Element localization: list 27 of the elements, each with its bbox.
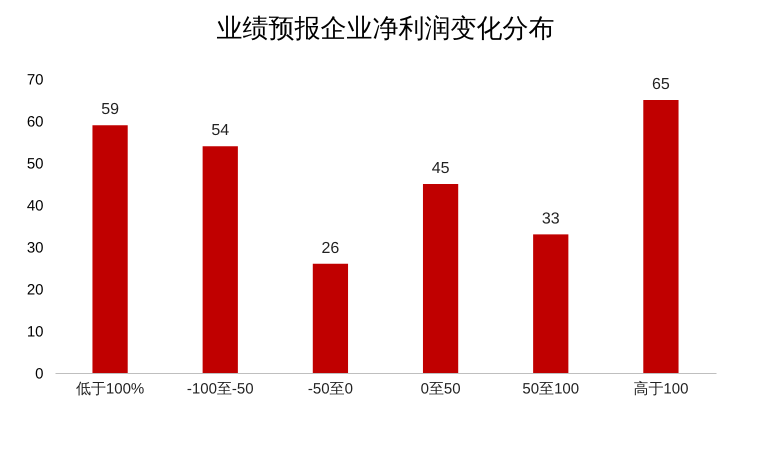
data-label: 54: [211, 122, 230, 140]
x-tick-label: 50至100: [522, 380, 580, 398]
y-tick-label: 50: [26, 156, 44, 172]
y-tick-label: 30: [26, 240, 44, 256]
data-label: 65: [652, 76, 670, 93]
bar: [643, 100, 679, 373]
x-tick-label: 0至50: [420, 380, 461, 398]
x-tick-label: 低于100%: [76, 380, 144, 398]
chart-title: 业绩预报企业净利润变化分布: [216, 13, 554, 43]
data-label: 45: [432, 160, 450, 177]
x-tick-label: 高于100: [633, 380, 688, 398]
data-label: 59: [101, 101, 120, 118]
y-tick-label: 70: [26, 72, 44, 88]
x-tick-label: -50至0: [308, 380, 353, 398]
y-tick-label: 40: [26, 198, 44, 214]
bar: [92, 125, 128, 373]
data-label: 33: [542, 210, 560, 228]
bar: [312, 264, 348, 373]
y-tick-label: 10: [26, 324, 44, 340]
bar: [533, 234, 568, 373]
bar: [202, 146, 238, 373]
y-tick-label: 60: [26, 114, 44, 130]
bar: [422, 184, 458, 373]
data-label: 26: [322, 240, 340, 257]
x-tick-label: -100至-50: [186, 380, 254, 398]
y-tick-label: 20: [26, 282, 44, 298]
y-tick-label: 0: [35, 366, 44, 382]
